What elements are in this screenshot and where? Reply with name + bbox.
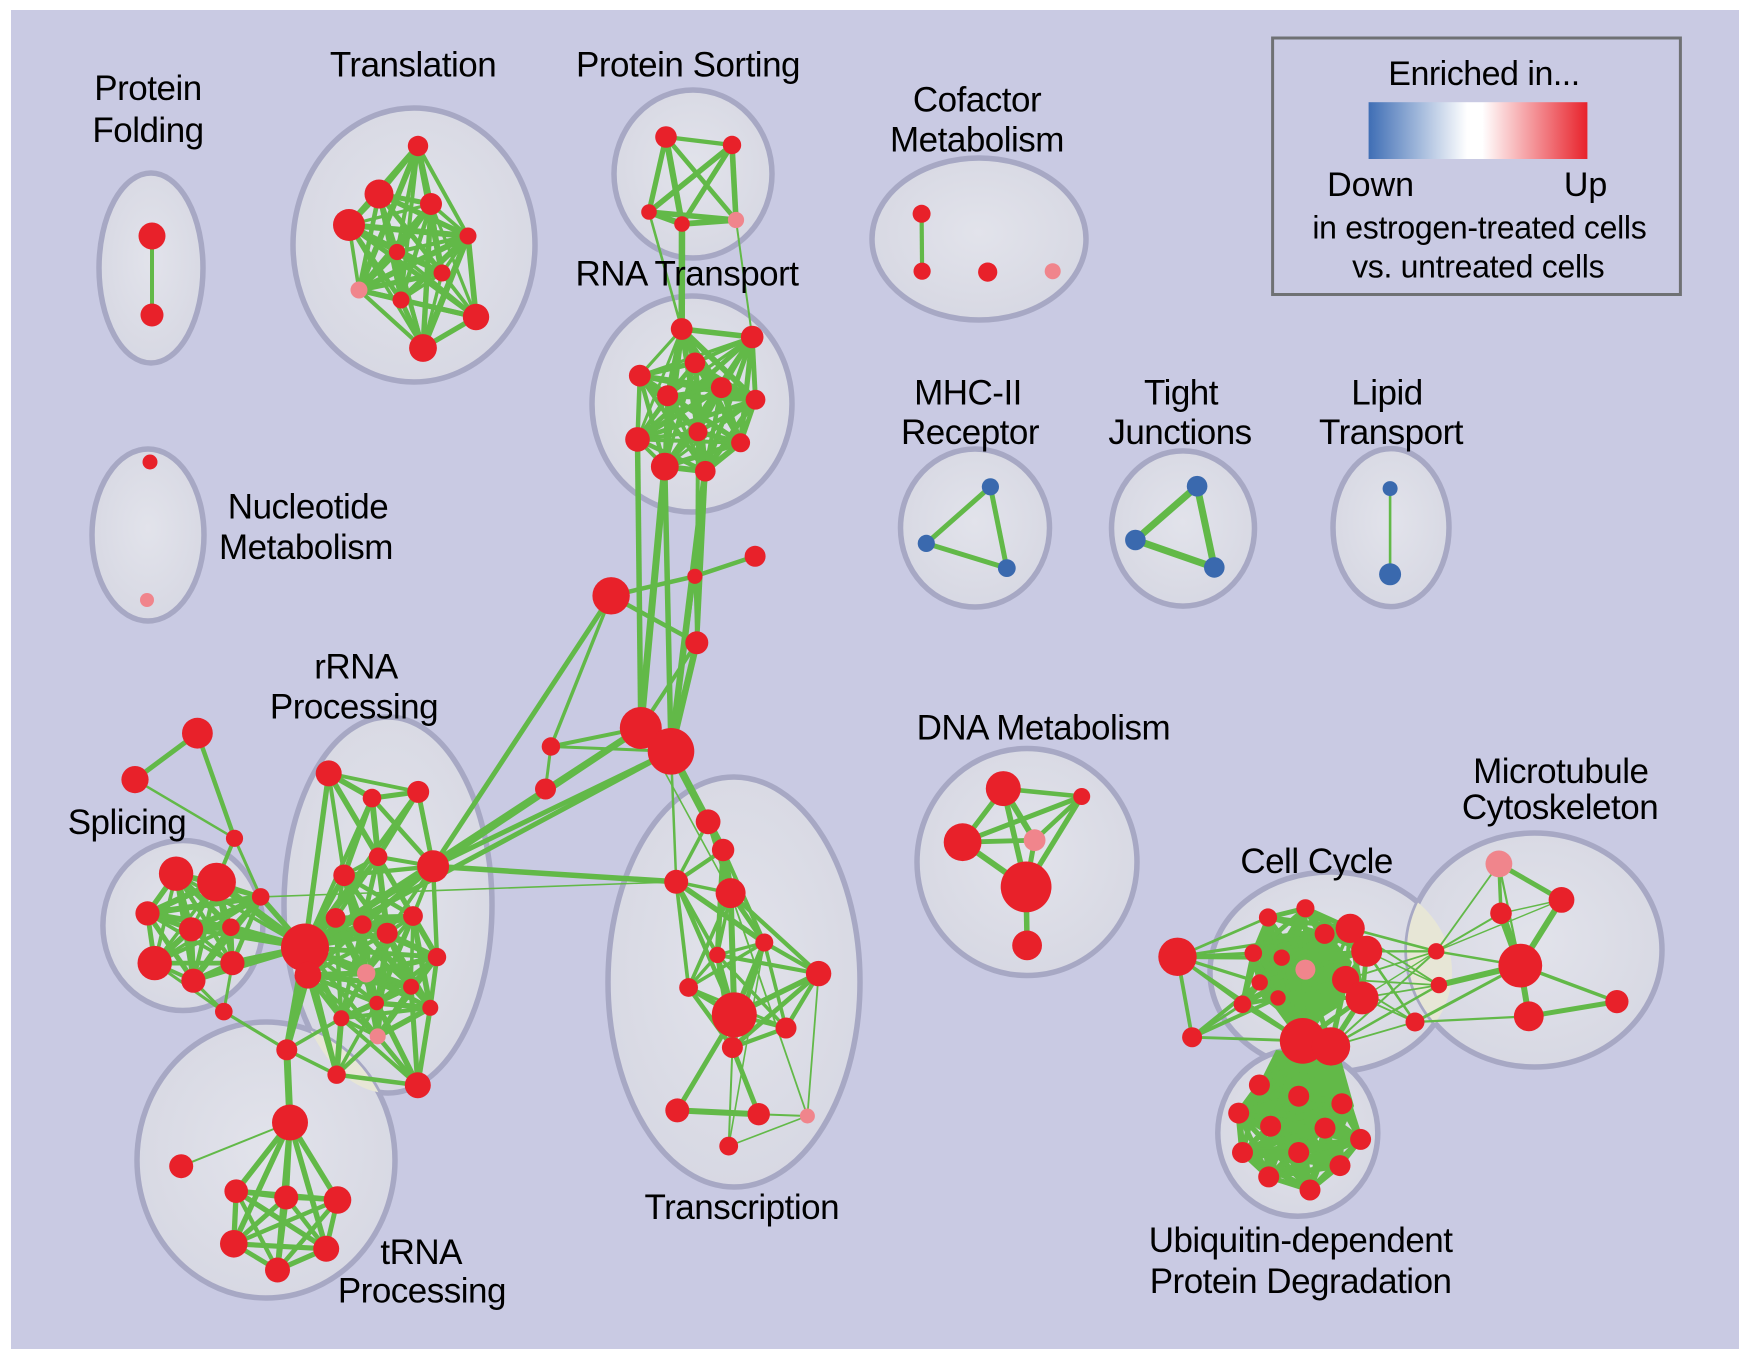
svg-text:Cell Cycle: Cell Cycle [1240,842,1393,881]
svg-text:Protein Sorting: Protein Sorting [576,45,800,84]
svg-text:Cofactor: Cofactor [913,81,1042,120]
svg-text:MHC-II: MHC-II [914,374,1022,413]
svg-text:Tight: Tight [1144,374,1219,413]
svg-text:Splicing: Splicing [68,803,187,842]
svg-text:RNA Transport: RNA Transport [575,255,799,294]
svg-text:vs. untreated cells: vs. untreated cells [1352,249,1604,285]
svg-text:DNA Metabolism: DNA Metabolism [917,709,1171,748]
svg-text:Protein: Protein [94,69,201,108]
svg-text:Microtubule: Microtubule [1473,752,1648,791]
svg-text:in estrogen-treated cells: in estrogen-treated cells [1312,210,1646,246]
svg-text:Nucleotide: Nucleotide [228,488,388,527]
svg-text:Receptor: Receptor [901,413,1040,452]
svg-text:Metabolism: Metabolism [219,528,393,567]
svg-text:Transcription: Transcription [645,1188,840,1227]
svg-text:rRNA: rRNA [314,647,399,686]
svg-text:Enriched in...: Enriched in... [1388,55,1579,93]
svg-text:Protein Degradation: Protein Degradation [1150,1262,1452,1301]
svg-text:Lipid: Lipid [1351,374,1422,413]
svg-text:Ubiquitin-dependent: Ubiquitin-dependent [1149,1221,1454,1260]
svg-text:Up: Up [1564,166,1607,204]
svg-text:Down: Down [1327,166,1414,204]
svg-text:tRNA: tRNA [380,1233,463,1272]
svg-text:Transport: Transport [1319,413,1464,452]
svg-text:Cytoskeleton: Cytoskeleton [1462,788,1658,827]
svg-text:Processing: Processing [270,687,438,726]
svg-text:Processing: Processing [338,1272,506,1311]
svg-text:Translation: Translation [330,45,496,84]
svg-text:Metabolism: Metabolism [890,121,1064,160]
svg-text:Junctions: Junctions [1108,413,1251,452]
svg-text:Folding: Folding [92,111,203,150]
